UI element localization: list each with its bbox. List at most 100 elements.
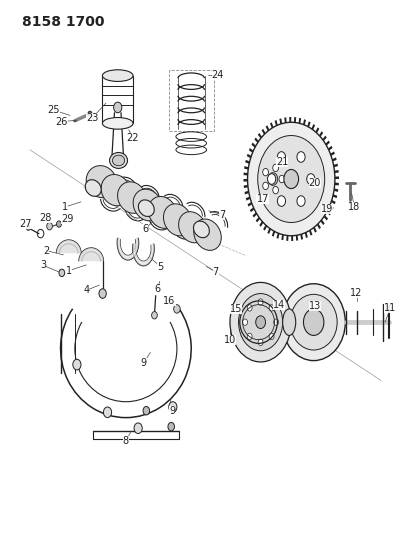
Polygon shape [334,189,338,192]
Circle shape [59,269,65,277]
Circle shape [307,174,315,184]
Polygon shape [270,123,273,128]
Polygon shape [331,200,336,204]
Circle shape [263,182,268,190]
Ellipse shape [139,200,154,216]
Polygon shape [330,151,335,156]
Circle shape [73,359,81,370]
Polygon shape [327,211,331,215]
Polygon shape [267,228,271,234]
Text: 1: 1 [62,202,68,212]
Polygon shape [249,148,254,153]
Circle shape [47,222,53,230]
Polygon shape [244,166,249,169]
Text: 1: 1 [66,266,72,276]
Polygon shape [258,133,262,139]
Polygon shape [256,217,260,222]
Circle shape [104,407,112,418]
Polygon shape [334,164,338,167]
Polygon shape [326,141,330,146]
Text: 23: 23 [86,113,98,123]
Text: 7: 7 [212,267,219,277]
Polygon shape [329,205,334,210]
Polygon shape [247,154,251,158]
Polygon shape [281,235,284,240]
Ellipse shape [290,294,337,350]
Polygon shape [328,146,332,151]
Text: 19: 19 [321,204,333,214]
Polygon shape [291,236,293,241]
Text: 12: 12 [350,288,363,298]
Circle shape [114,102,122,113]
Polygon shape [300,234,303,240]
Ellipse shape [148,197,177,228]
Text: 15: 15 [230,304,242,314]
Circle shape [56,221,61,227]
Ellipse shape [164,204,192,236]
Polygon shape [335,176,339,179]
Polygon shape [296,235,298,241]
Polygon shape [321,220,325,225]
Polygon shape [244,173,248,175]
Ellipse shape [230,282,291,362]
Text: 2: 2 [43,246,49,256]
Circle shape [247,333,252,340]
Polygon shape [309,230,312,236]
Polygon shape [117,237,139,260]
Polygon shape [275,120,278,126]
Polygon shape [56,240,81,253]
Circle shape [273,187,279,194]
Polygon shape [335,183,339,185]
Polygon shape [324,215,328,221]
Ellipse shape [102,117,133,129]
Polygon shape [298,118,301,124]
Text: 13: 13 [309,301,321,311]
Circle shape [303,309,324,335]
Text: 9: 9 [141,358,146,368]
Polygon shape [313,227,317,233]
Polygon shape [279,118,282,124]
Bar [169,70,214,131]
Text: 10: 10 [224,335,236,345]
Polygon shape [133,243,154,265]
Text: 7: 7 [219,209,225,220]
Ellipse shape [194,221,209,238]
Ellipse shape [247,122,335,236]
Text: 27: 27 [20,219,32,229]
Polygon shape [250,207,254,212]
Text: 26: 26 [55,117,68,127]
Polygon shape [319,131,323,137]
Polygon shape [294,117,296,123]
Circle shape [143,407,150,415]
Text: 28: 28 [39,213,52,223]
Text: 29: 29 [61,214,74,224]
Polygon shape [259,221,263,227]
Ellipse shape [101,174,130,206]
Polygon shape [335,170,339,173]
Circle shape [134,423,142,433]
Text: 16: 16 [164,296,175,306]
Circle shape [268,173,278,185]
Circle shape [174,305,180,313]
Circle shape [242,319,247,325]
Polygon shape [246,197,250,200]
Text: 21: 21 [276,157,289,166]
Polygon shape [323,135,327,141]
Polygon shape [244,185,248,188]
Ellipse shape [282,284,345,361]
Polygon shape [284,117,286,123]
Text: 14: 14 [273,300,285,310]
Text: 20: 20 [309,177,321,188]
Polygon shape [315,127,319,133]
Circle shape [258,299,263,305]
Circle shape [297,152,305,162]
Text: 6: 6 [154,284,160,294]
Ellipse shape [102,70,133,82]
Circle shape [268,174,276,184]
Circle shape [297,196,305,206]
Text: 6: 6 [142,224,148,235]
Polygon shape [303,119,306,125]
Polygon shape [289,117,291,123]
Text: 17: 17 [256,193,269,204]
Ellipse shape [179,212,206,243]
